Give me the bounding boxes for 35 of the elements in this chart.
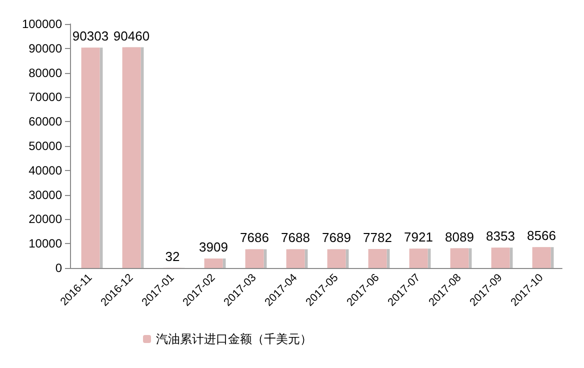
y-tick-label: 20000 [28, 212, 62, 226]
data-label: 8353 [486, 228, 515, 244]
bar [368, 249, 387, 268]
y-tick-label: 60000 [28, 114, 62, 129]
bar [245, 249, 264, 268]
y-tick-label: 50000 [28, 139, 62, 153]
bar [450, 248, 469, 268]
data-label: 7686 [240, 230, 269, 246]
y-tick-label: 100000 [22, 17, 62, 31]
bar [122, 47, 141, 268]
y-tick-label: 40000 [28, 163, 62, 178]
data-label: 8089 [445, 229, 474, 244]
bar [204, 258, 223, 268]
data-label: 7688 [281, 230, 310, 246]
data-label: 3909 [199, 239, 228, 254]
bar [327, 249, 346, 268]
data-label: 90460 [113, 28, 150, 44]
y-tick-label: 80000 [28, 66, 62, 80]
bar [491, 248, 510, 268]
bar [286, 249, 305, 268]
y-tick-label: 30000 [28, 188, 62, 202]
data-label: 7782 [363, 230, 392, 246]
data-label: 7921 [404, 230, 433, 245]
bar [81, 48, 100, 268]
data-label: 8566 [527, 228, 556, 244]
y-tick-label: 90000 [28, 41, 62, 56]
bar [532, 247, 551, 268]
y-tick-label: 70000 [28, 90, 62, 104]
data-label: 32 [165, 248, 180, 264]
data-label: 90303 [72, 28, 109, 44]
y-tick-label: 10000 [28, 236, 62, 251]
legend-label: 汽油累计进口金额（千美元） [156, 332, 312, 346]
y-tick-label: 0 [55, 261, 62, 275]
bar [409, 248, 428, 268]
data-label: 7689 [322, 230, 351, 246]
